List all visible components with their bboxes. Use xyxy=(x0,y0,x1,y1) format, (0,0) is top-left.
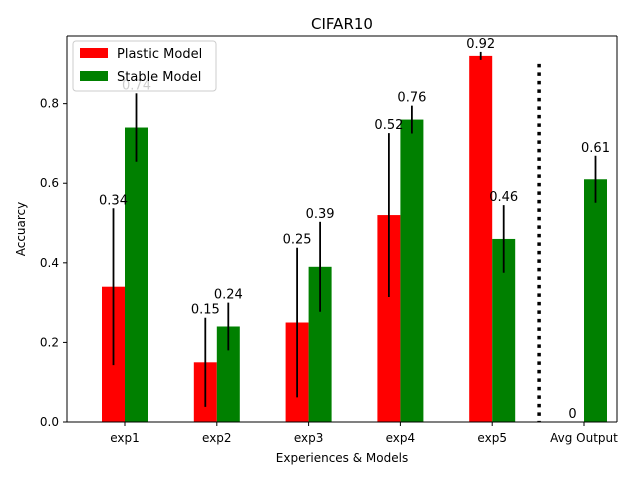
x-tick-label-0: exp1 xyxy=(110,431,140,445)
bar-stable-1 xyxy=(216,326,240,422)
error-bars-layer xyxy=(112,51,597,407)
data-label-plastic-4: 0.92 xyxy=(466,37,495,52)
legend-swatch-stable xyxy=(80,71,108,81)
data-label-plastic-1: 0.15 xyxy=(191,303,220,318)
chart-title: CIFAR10 xyxy=(311,15,373,33)
bar-stable-0 xyxy=(125,127,148,423)
y-tick-label-1: 0.2 xyxy=(40,335,59,349)
x-tick-label-4: exp5 xyxy=(477,431,507,445)
plot-area xyxy=(67,36,617,422)
data-label-plastic-5: 0 xyxy=(568,407,576,422)
bar-plastic-4 xyxy=(469,55,493,422)
data-label-plastic-3: 0.52 xyxy=(374,118,403,133)
data-label-plastic-0: 0.34 xyxy=(99,193,128,208)
x-tick-label-5: Avg Output xyxy=(550,431,618,445)
data-label-stable-1: 0.24 xyxy=(214,288,243,303)
legend-label-plastic: Plastic Model xyxy=(117,47,202,62)
y-tick-label-3: 0.6 xyxy=(40,176,59,190)
data-label-plastic-2: 0.25 xyxy=(283,233,312,248)
data-label-stable-5: 0.61 xyxy=(581,141,610,156)
bar-stable-2 xyxy=(308,266,332,422)
bar-stable-3 xyxy=(400,119,424,422)
data-label-stable-4: 0.46 xyxy=(489,190,518,205)
legend-swatch-plastic xyxy=(80,48,108,58)
y-tick-label-0: 0.0 xyxy=(40,415,59,429)
legend-box xyxy=(72,40,217,92)
axes-layer: 0.0 0.2 0.4 0.6 0.8 exp1 exp2 exp3 exp4 exp5 Avg O… xyxy=(40,35,618,445)
data-label-stable-2: 0.39 xyxy=(306,207,335,222)
legend-label-stable: Stable Model xyxy=(117,70,201,85)
x-axis-label: Experiences & Models xyxy=(276,451,408,465)
y-axis-label: Accuarcy xyxy=(14,202,28,257)
y-tick-label-4: 0.8 xyxy=(40,97,59,111)
y-tick-label-2: 0.4 xyxy=(40,256,59,270)
bar-plastic-3 xyxy=(377,215,401,422)
bars-layer xyxy=(102,55,607,423)
bar-stable-5 xyxy=(584,179,607,422)
legend: Plastic Model Stable Model xyxy=(72,40,217,92)
x-tick-label-1: exp2 xyxy=(202,431,232,445)
bar-stable-4 xyxy=(492,238,516,422)
x-tick-label-3: exp4 xyxy=(386,431,416,445)
x-tick-label-2: exp3 xyxy=(294,431,324,445)
data-label-stable-3: 0.76 xyxy=(397,91,426,106)
